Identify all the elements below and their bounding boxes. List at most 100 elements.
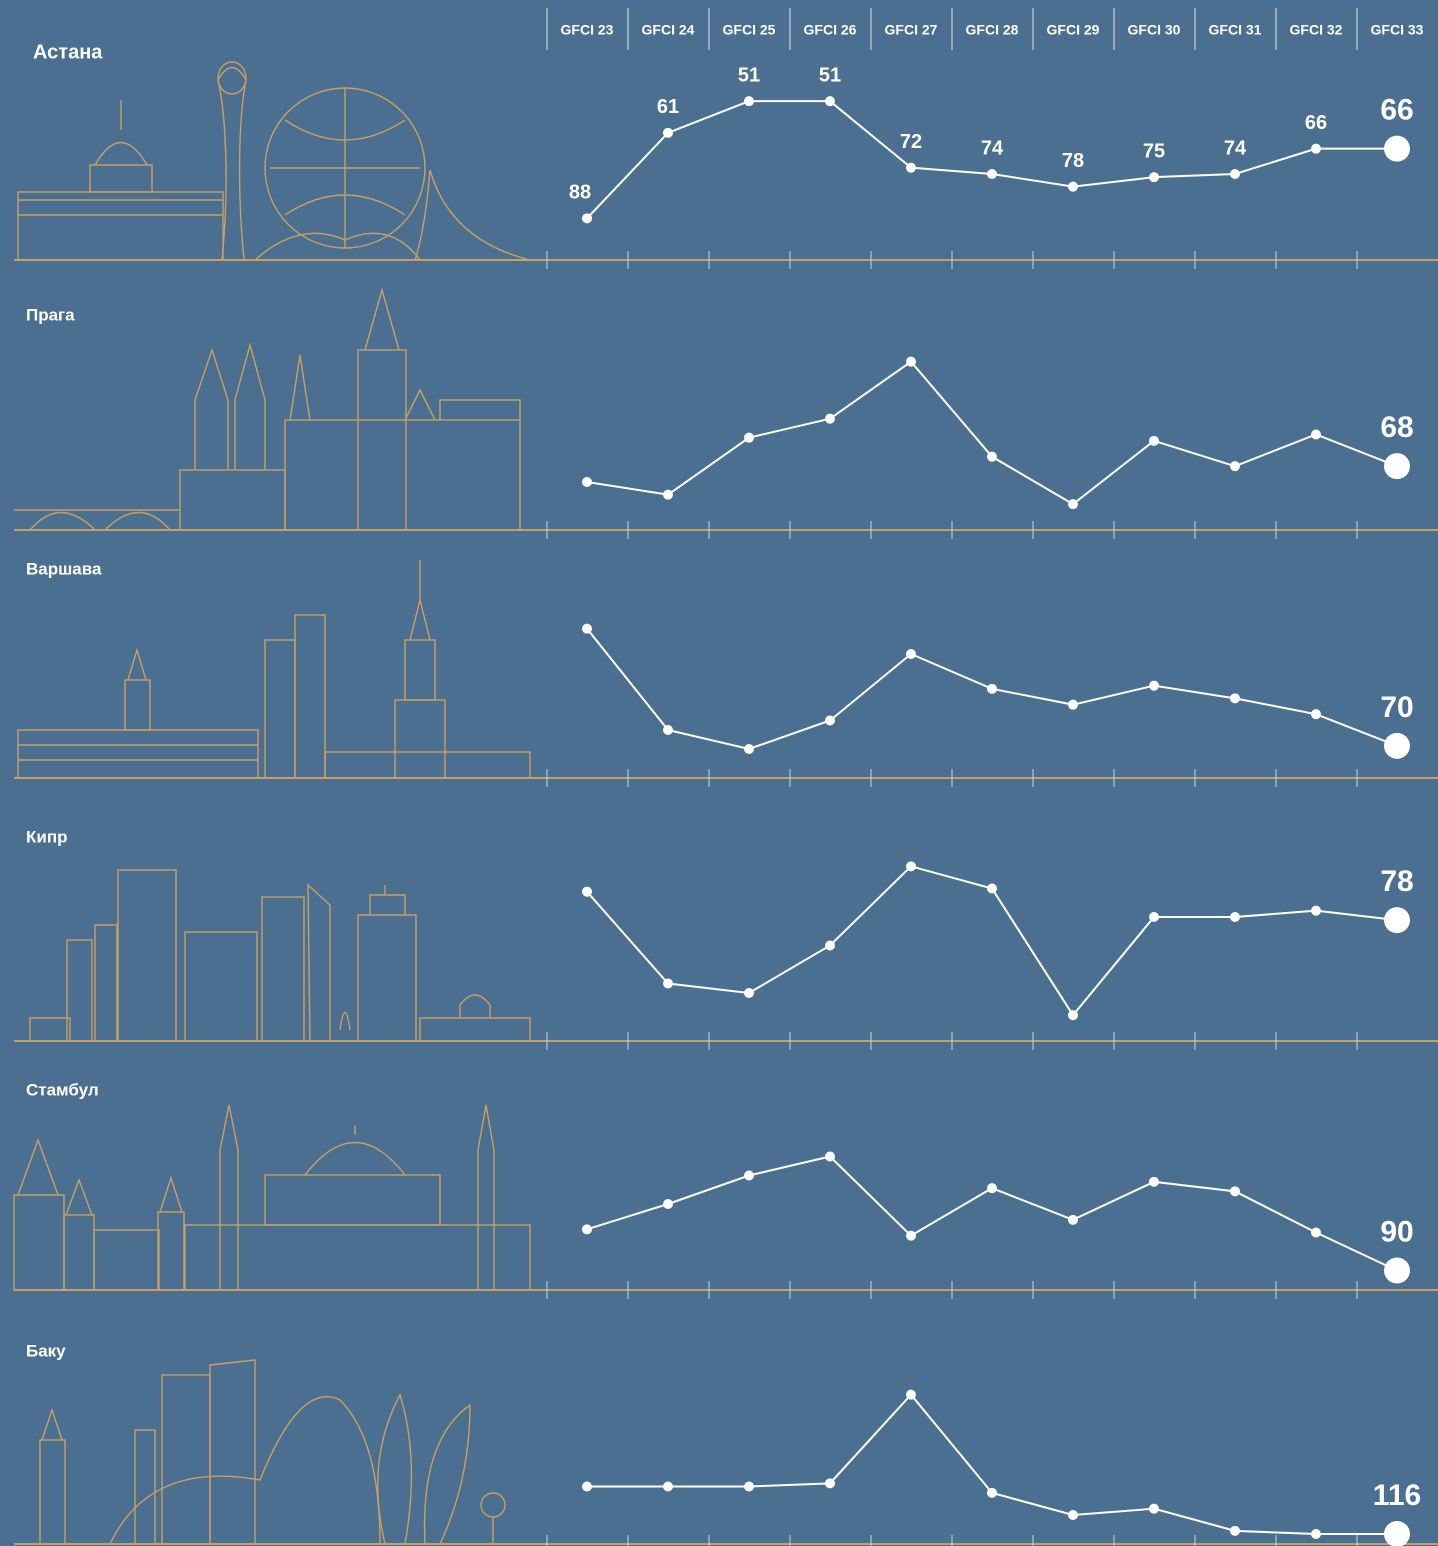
point bbox=[1384, 1521, 1410, 1546]
data-label: 116 bbox=[1373, 1479, 1421, 1512]
point bbox=[1149, 1503, 1159, 1514]
point bbox=[1311, 905, 1321, 916]
data-label: 66 bbox=[1305, 112, 1327, 134]
point bbox=[1068, 1010, 1078, 1021]
point bbox=[1068, 181, 1078, 192]
data-label: 68 bbox=[1380, 411, 1413, 444]
point bbox=[1311, 429, 1321, 440]
point bbox=[663, 978, 673, 989]
point bbox=[906, 356, 916, 367]
x-tick-label: GFCI 30 bbox=[1128, 22, 1181, 38]
point bbox=[1384, 732, 1410, 759]
point bbox=[744, 96, 754, 107]
chart-title: Астана bbox=[33, 41, 103, 63]
point bbox=[1230, 693, 1240, 704]
point bbox=[1311, 1227, 1321, 1238]
x-tick-label: GFCI 25 bbox=[723, 22, 776, 38]
point bbox=[1384, 453, 1410, 480]
point bbox=[663, 1481, 673, 1492]
point bbox=[663, 725, 673, 735]
point bbox=[987, 169, 997, 179]
chart-title: Прага bbox=[26, 305, 75, 324]
point bbox=[1311, 143, 1321, 154]
data-label: 88 bbox=[569, 182, 591, 204]
x-tick-label: GFCI 31 bbox=[1209, 22, 1262, 38]
point bbox=[906, 649, 916, 659]
point bbox=[1230, 169, 1240, 179]
point bbox=[582, 477, 592, 487]
x-tick-label: GFCI 26 bbox=[804, 22, 857, 38]
line bbox=[586, 360, 1398, 506]
skyline-baku bbox=[39, 1359, 506, 1545]
x-tick-label: GFCI 24 bbox=[642, 22, 695, 38]
point bbox=[825, 715, 835, 726]
point bbox=[825, 96, 835, 107]
point bbox=[987, 683, 997, 694]
data-label: 70 bbox=[1380, 691, 1413, 724]
x-tick-label: GFCI 23 bbox=[561, 22, 614, 38]
point bbox=[1068, 699, 1078, 710]
point bbox=[1230, 1525, 1240, 1536]
point bbox=[987, 1487, 997, 1498]
point bbox=[1149, 172, 1159, 183]
point bbox=[1149, 912, 1159, 922]
data-label: 78 bbox=[1062, 150, 1084, 172]
chart-title: Баку bbox=[26, 1341, 66, 1360]
skyline-prague bbox=[14, 287, 521, 531]
point bbox=[663, 1199, 673, 1209]
skyline-astana bbox=[17, 61, 531, 261]
data-label: 51 bbox=[819, 64, 841, 86]
data-label: 51 bbox=[738, 64, 760, 86]
skyline-cyprus bbox=[29, 869, 531, 1042]
point bbox=[744, 1170, 754, 1181]
point bbox=[906, 1230, 916, 1241]
point bbox=[582, 1224, 592, 1235]
point bbox=[1230, 1186, 1240, 1197]
point bbox=[1311, 709, 1321, 720]
skyline-warsaw bbox=[17, 560, 531, 779]
data-label: 78 bbox=[1380, 865, 1413, 898]
point bbox=[582, 623, 592, 634]
point bbox=[825, 940, 835, 951]
point bbox=[744, 988, 754, 998]
point bbox=[1149, 680, 1159, 691]
data-label: 90 bbox=[1380, 1215, 1413, 1248]
point bbox=[1230, 461, 1240, 472]
line bbox=[586, 100, 1397, 220]
point bbox=[582, 213, 592, 224]
point bbox=[663, 127, 673, 138]
point bbox=[744, 1481, 754, 1492]
point bbox=[1068, 499, 1078, 510]
line bbox=[586, 1155, 1398, 1272]
point bbox=[987, 1183, 997, 1194]
x-tick-label: GFCI 27 bbox=[885, 22, 938, 38]
point bbox=[744, 744, 754, 754]
data-label: 61 bbox=[657, 96, 679, 118]
point bbox=[825, 1151, 835, 1162]
skyline-istanbul bbox=[13, 1104, 531, 1291]
chart-title: Кипр bbox=[26, 827, 67, 846]
point bbox=[906, 1389, 916, 1400]
point bbox=[1149, 435, 1159, 446]
data-label: 75 bbox=[1143, 140, 1165, 162]
point bbox=[663, 489, 673, 500]
point bbox=[582, 1481, 592, 1492]
point bbox=[1384, 1257, 1410, 1284]
chart-title: Стамбул bbox=[26, 1080, 99, 1099]
point bbox=[1311, 1529, 1321, 1539]
data-label: 72 bbox=[900, 131, 922, 153]
point bbox=[1068, 1510, 1078, 1520]
point bbox=[744, 432, 754, 443]
point bbox=[987, 883, 997, 894]
point bbox=[906, 162, 916, 173]
point bbox=[582, 886, 592, 897]
x-tick-label: GFCI 33 bbox=[1371, 22, 1424, 38]
data-label: 74 bbox=[981, 137, 1004, 159]
x-tick-label: GFCI 28 bbox=[966, 22, 1019, 38]
point bbox=[987, 451, 997, 462]
point bbox=[825, 1478, 835, 1489]
chart-title: Варшава bbox=[26, 559, 102, 578]
point bbox=[906, 861, 916, 872]
